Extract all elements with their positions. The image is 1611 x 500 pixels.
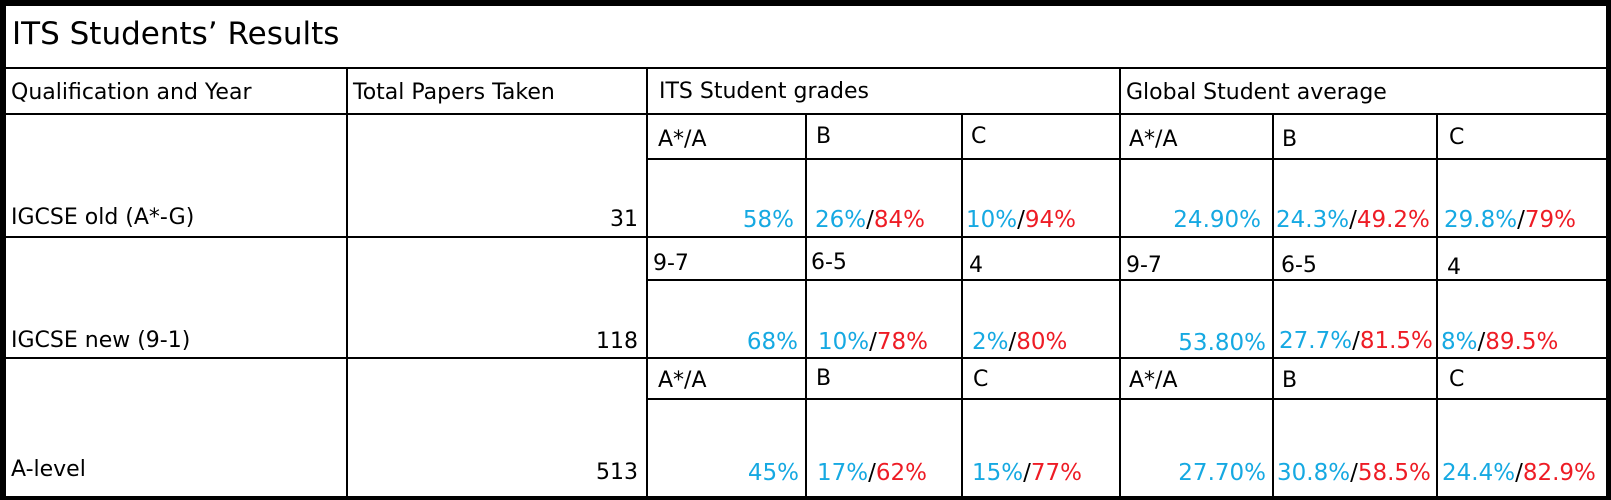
- grade-label: B: [1282, 127, 1298, 152]
- total-papers-value: 31: [610, 207, 638, 232]
- global-low-grade-pct: 8%/89.5%: [1441, 329, 1559, 355]
- grade-label: 9-7: [1126, 253, 1162, 278]
- grade-label: 4: [969, 253, 983, 278]
- its-top-grade-pct: 58%: [742, 207, 794, 233]
- grade-label: 4: [1447, 255, 1461, 280]
- header-global-average: Global Student average: [1126, 80, 1387, 105]
- rule-row2-sub: [648, 279, 1607, 281]
- table-title: ITS Students’ Results: [12, 16, 340, 52]
- global-mid-grade-pct: 27.7%/81.5%: [1279, 328, 1433, 354]
- header-its-grades: ITS Student grades: [659, 79, 869, 104]
- grade-label: 6-5: [1281, 253, 1317, 278]
- header-total-papers: Total Papers Taken: [353, 80, 555, 105]
- rule-under-title: [4, 67, 1607, 69]
- its-mid-grade-pct: 17%/62%: [817, 460, 927, 486]
- grade-label: 6-5: [811, 250, 847, 275]
- col-rule-3: [805, 113, 807, 496]
- col-rule-2: [646, 67, 648, 496]
- global-top-grade-pct: 24.90%: [1173, 207, 1261, 233]
- grade-label: C: [1449, 125, 1465, 150]
- grade-label: B: [816, 124, 832, 149]
- grade-label: 9-7: [653, 251, 689, 276]
- header-qualification: Qualification and Year: [11, 80, 252, 105]
- col-rule-4: [961, 113, 963, 496]
- grade-label: B: [1282, 368, 1298, 393]
- grade-label: C: [973, 367, 989, 392]
- global-top-grade-pct: 53.80%: [1178, 330, 1266, 356]
- row-label: A-level: [11, 457, 86, 482]
- its-top-grade-pct: 45%: [747, 460, 799, 486]
- col-rule-1: [346, 67, 348, 496]
- total-papers-value: 513: [596, 460, 638, 485]
- global-mid-grade-pct: 30.8%/58.5%: [1277, 460, 1431, 486]
- grade-label: B: [816, 366, 832, 391]
- row-label: IGCSE new (9-1): [11, 328, 191, 353]
- grade-label: C: [971, 124, 987, 149]
- grade-label: A*/A: [658, 368, 707, 393]
- col-rule-7: [1436, 113, 1438, 496]
- its-low-grade-pct: 2%/80%: [972, 329, 1068, 355]
- grade-label: A*/A: [1129, 368, 1178, 393]
- grade-label: A*/A: [658, 127, 707, 152]
- global-top-grade-pct: 27.70%: [1178, 460, 1266, 486]
- global-low-grade-pct: 24.4%/82.9%: [1442, 460, 1596, 486]
- col-rule-5: [1119, 67, 1121, 496]
- its-low-grade-pct: 10%/94%: [966, 207, 1076, 233]
- grade-label: A*/A: [1129, 127, 1178, 152]
- its-mid-grade-pct: 10%/78%: [818, 329, 928, 355]
- its-top-grade-pct: 68%: [746, 329, 798, 355]
- its-low-grade-pct: 15%/77%: [972, 460, 1082, 486]
- total-papers-value: 118: [596, 329, 638, 354]
- col-rule-6: [1272, 113, 1274, 496]
- grade-label: C: [1449, 367, 1465, 392]
- global-mid-grade-pct: 24.3%/49.2%: [1276, 207, 1430, 233]
- global-low-grade-pct: 29.8%/79%: [1444, 207, 1576, 233]
- rule-row3-sub: [648, 398, 1607, 400]
- rule-row1-sub: [648, 158, 1607, 160]
- row-label: IGCSE old (A*-G): [11, 205, 195, 230]
- its-mid-grade-pct: 26%/84%: [815, 207, 925, 233]
